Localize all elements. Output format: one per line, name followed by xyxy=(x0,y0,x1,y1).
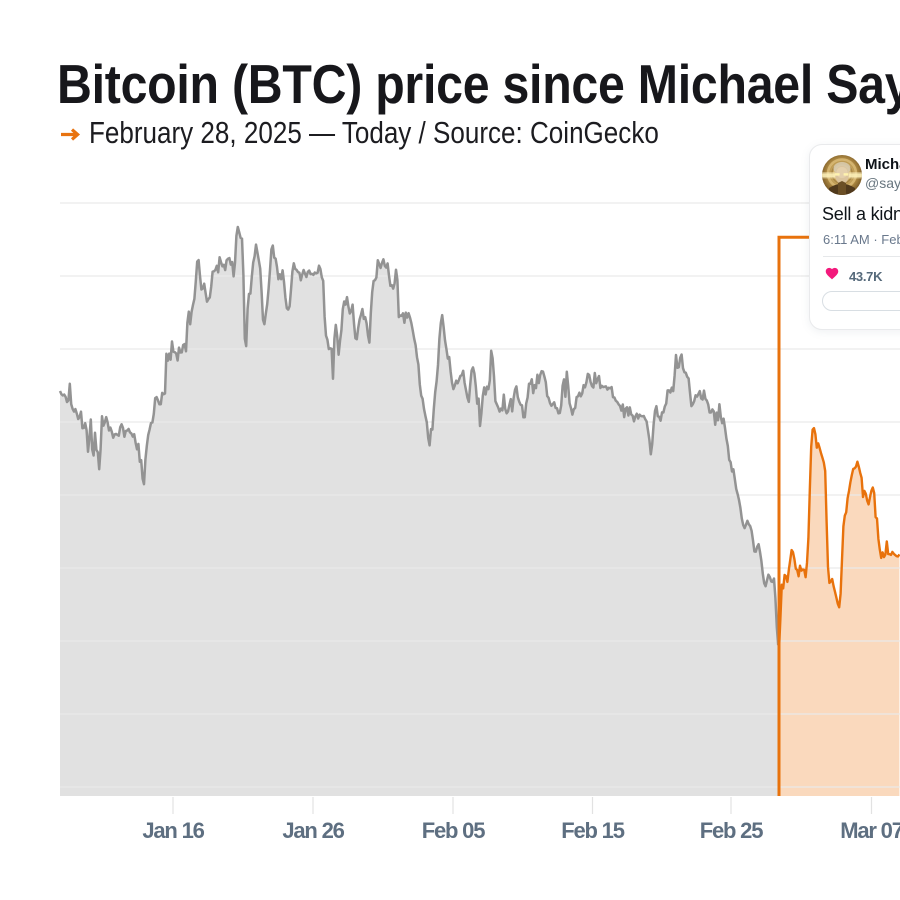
svg-text:Feb 15: Feb 15 xyxy=(561,818,624,843)
svg-text:Feb 25: Feb 25 xyxy=(700,818,763,843)
svg-text:Jan 16: Jan 16 xyxy=(142,818,204,843)
svg-text:Feb 05: Feb 05 xyxy=(422,818,485,843)
svg-text:Jan 26: Jan 26 xyxy=(282,818,344,843)
svg-text:Mar 07: Mar 07 xyxy=(840,818,900,843)
